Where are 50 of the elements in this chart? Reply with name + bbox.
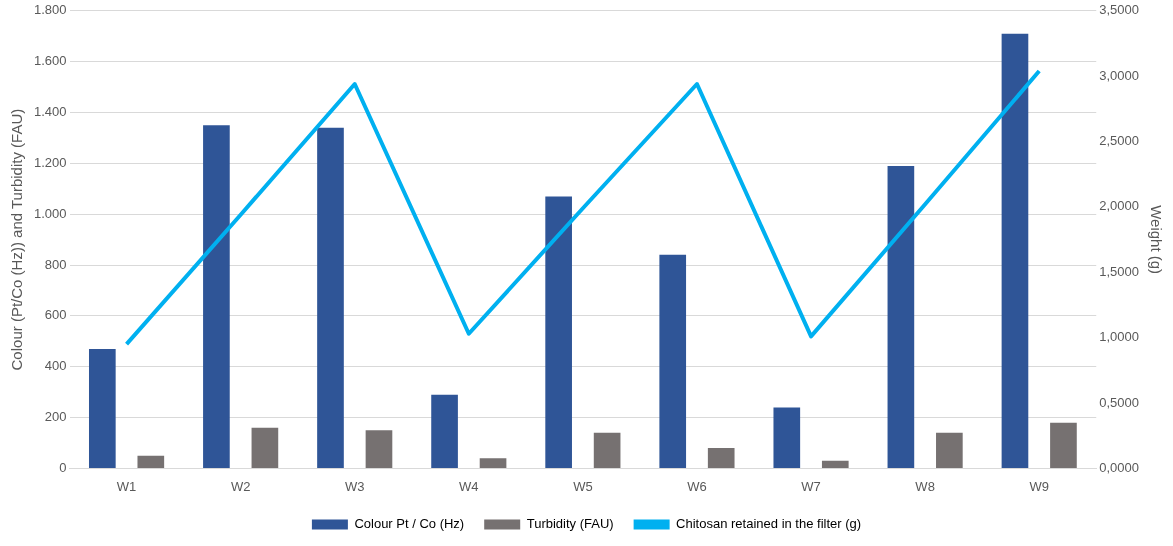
bar	[1050, 422, 1077, 468]
bar	[887, 165, 915, 468]
bar	[203, 125, 230, 468]
x-tick-label: W1	[116, 478, 137, 494]
x-tick-label: W9	[1029, 478, 1049, 494]
y-tick-label: 1.400	[33, 104, 67, 120]
bar	[707, 448, 735, 468]
bar	[545, 196, 572, 468]
y-tick-label: 1.000	[33, 205, 67, 221]
x-tick-label: W3	[344, 478, 365, 494]
y2-tick-label: 1,0000	[1099, 329, 1139, 345]
legend-label: Colour Pt / Co (Hz)	[354, 516, 465, 532]
bar	[137, 455, 165, 468]
y2-tick-label: 2,5000	[1099, 133, 1139, 149]
bar	[593, 432, 621, 468]
legend-label: Turbidity (FAU)	[526, 516, 614, 532]
bar	[251, 427, 279, 468]
bar	[317, 127, 344, 468]
legend-label: Chitosan retained in the filter (g)	[676, 516, 862, 532]
y-tick-label: 1.200	[33, 154, 67, 170]
bar	[821, 460, 849, 468]
bar	[659, 254, 687, 468]
bar	[89, 348, 116, 468]
x-tick-label: W5	[573, 478, 593, 494]
bar	[773, 407, 801, 468]
y-tick-label: 800	[44, 256, 67, 272]
y2-tick-label: 1,5000	[1099, 263, 1139, 279]
x-tick-label: W6	[687, 478, 707, 494]
y2-tick-label: 2,0000	[1099, 198, 1139, 214]
bar	[365, 430, 393, 468]
x-tick-label: W7	[801, 478, 821, 494]
y-tick-label: 400	[44, 358, 67, 374]
bar	[479, 458, 507, 468]
x-tick-label: W2	[230, 478, 251, 494]
y2-tick-label: 0,5000	[1099, 394, 1139, 410]
y2-tick-label: 3,5000	[1099, 2, 1139, 18]
x-tick-label: W4	[459, 478, 479, 494]
y-tick-label: 600	[44, 307, 67, 323]
bar	[1001, 33, 1029, 468]
bar	[431, 394, 458, 468]
y-tick-label: 200	[44, 409, 67, 425]
y-tick-label: 1.600	[33, 53, 67, 69]
y2-tick-label: 0,0000	[1099, 459, 1139, 475]
y-tick-label: 0	[59, 459, 67, 475]
x-tick-label: W8	[915, 478, 935, 494]
y-tick-label: 1.800	[33, 2, 67, 18]
bar	[936, 432, 963, 468]
y-axis-title: Colour (Pt/Co (Hz)) and Turbidity (FAU)	[8, 108, 26, 371]
y2-tick-label: 3,0000	[1099, 67, 1139, 83]
y2-axis-title: Weight (g)	[1147, 205, 1165, 275]
